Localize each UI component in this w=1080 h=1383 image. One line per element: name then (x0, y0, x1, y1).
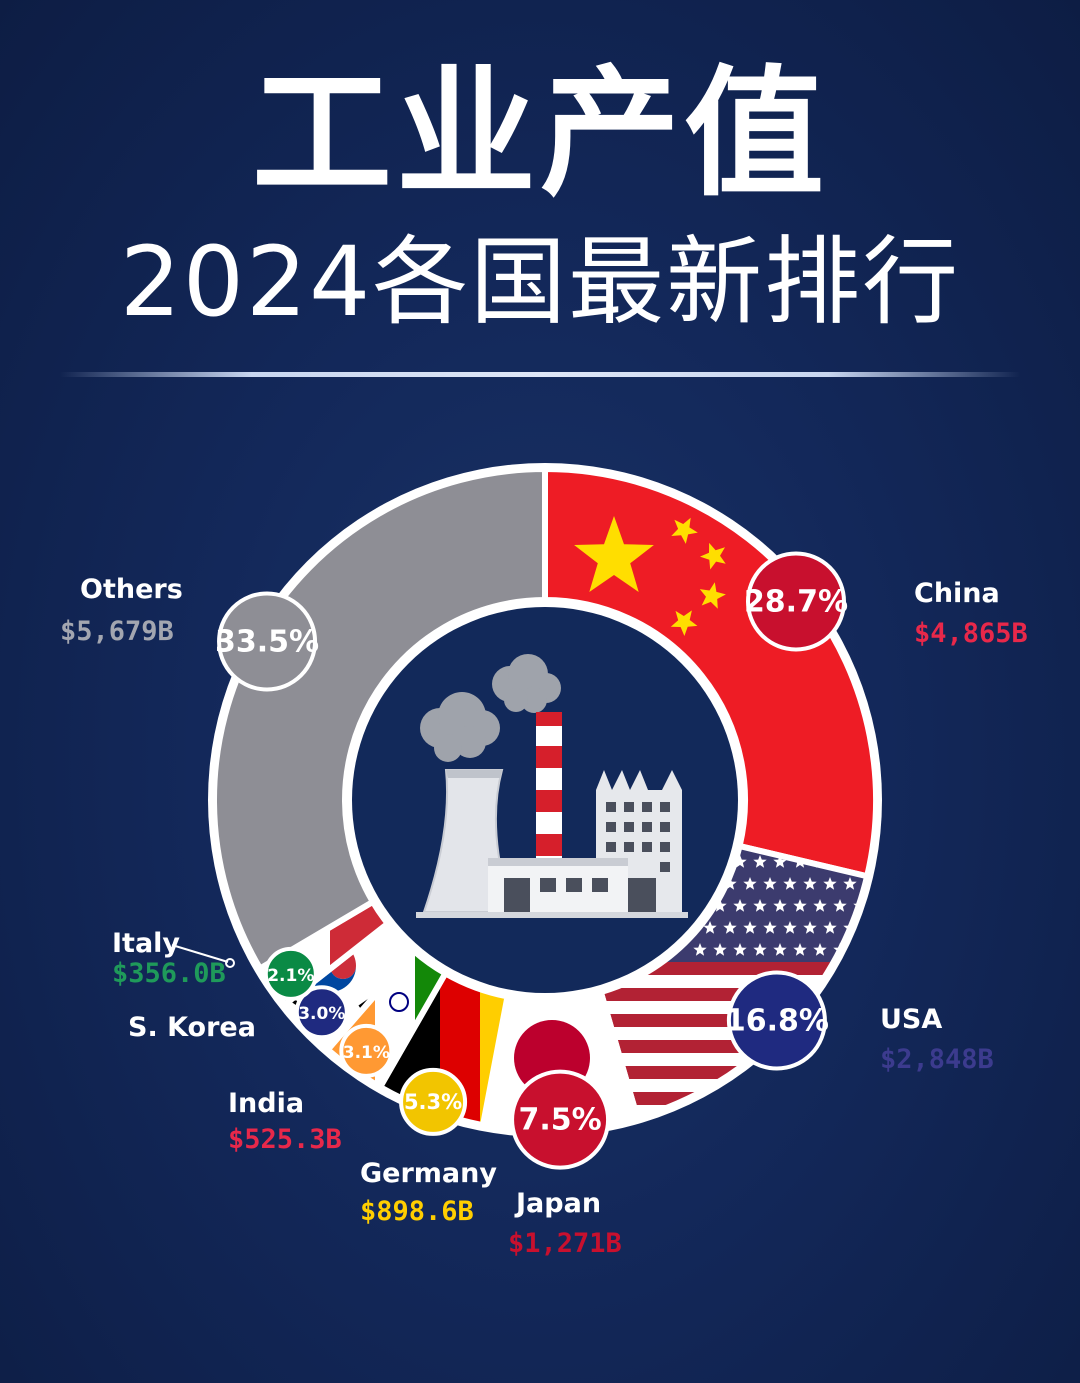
india-name-label: India (228, 1088, 304, 1119)
italy-leader-line (171, 944, 229, 963)
badge-text-germany: 5.3% (404, 1090, 462, 1114)
badge-circle-germany (399, 1067, 468, 1136)
badge-circle-italy (263, 946, 318, 1001)
label-japan: Japan $1,271B (508, 1188, 622, 1259)
badge-circle-others (217, 591, 318, 692)
label-s-korea: S. Korea (128, 1012, 256, 1043)
badge-usa: 16.8% (725, 970, 829, 1071)
badge-japan: 7.5% (510, 1069, 611, 1170)
badge-text-japan: 7.5% (518, 1103, 601, 1138)
label-usa: USA $2,848B (880, 1004, 994, 1075)
japan-amount-label: $1,271B (508, 1228, 622, 1259)
label-china: China $4,865B (914, 578, 1028, 649)
italy-leader-dot (225, 958, 235, 968)
japan-name-label: Japan (514, 1188, 601, 1219)
china-amount-label: $4,865B (914, 618, 1028, 649)
india-amount-label: $525.3B (228, 1124, 342, 1155)
badge-text-italy: 2.1% (267, 966, 314, 986)
badge-text-s-korea: 3.0% (298, 1004, 345, 1024)
badge-china: 28.7% (744, 551, 848, 652)
s-korea-name-label: S. Korea (128, 1012, 256, 1043)
label-italy: Italy $356.0B (112, 928, 235, 989)
others-amount-label: $5,679B (60, 616, 174, 647)
page-subtitle: 2024各国最新排行 (119, 226, 961, 338)
badge-text-india: 3.1% (343, 1043, 390, 1063)
label-others: Others $5,679B (60, 574, 183, 647)
badge-italy: 2.1% (263, 946, 318, 1001)
germany-amount-label: $898.6B (360, 1196, 474, 1227)
badge-germany: 5.3% (399, 1067, 468, 1136)
usa-amount-label: $2,848B (880, 1044, 994, 1075)
germany-name-label: Germany (360, 1158, 497, 1189)
badge-text-usa: 16.8% (725, 1004, 829, 1039)
badge-others: 33.5% (215, 591, 319, 692)
badge-circle-india (339, 1023, 394, 1078)
italy-amount-label: $356.0B (112, 958, 226, 989)
factory-icon (416, 654, 688, 918)
badge-circle-japan (510, 1069, 611, 1170)
badge-text-china: 28.7% (744, 584, 848, 619)
slice-border-usa (597, 842, 871, 1122)
badge-india: 3.1% (339, 1023, 394, 1078)
badge-text-others: 33.5% (215, 624, 319, 659)
label-germany: Germany $898.6B (360, 1158, 497, 1227)
page-title: 工业产值 (251, 53, 828, 216)
others-name-label: Others (80, 574, 183, 605)
badge-circle-usa (726, 970, 827, 1071)
usa-name-label: USA (880, 1004, 942, 1035)
badge-circle-s-korea (294, 985, 349, 1040)
title-divider (60, 372, 1020, 377)
italy-name-label: Italy (112, 928, 180, 959)
label-india: India $525.3B (228, 1088, 342, 1155)
badge-circle-china (745, 551, 846, 652)
china-name-label: China (914, 578, 1000, 609)
badge-s-korea: 3.0% (294, 985, 349, 1040)
